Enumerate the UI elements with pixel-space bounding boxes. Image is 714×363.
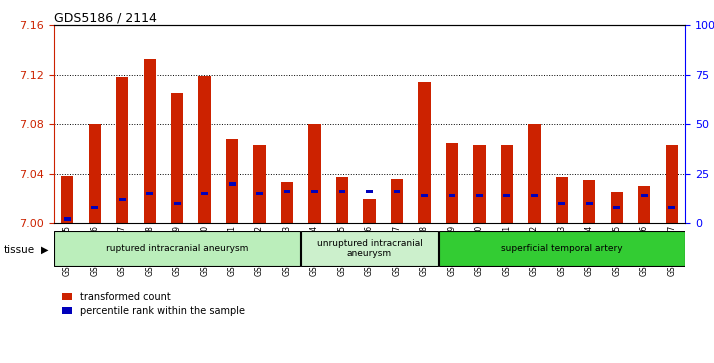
Bar: [256, 192, 263, 195]
Bar: [610, 192, 623, 223]
Bar: [281, 183, 293, 223]
Bar: [558, 201, 565, 205]
Bar: [393, 190, 401, 193]
Bar: [473, 145, 486, 223]
Bar: [91, 205, 98, 209]
Text: unruptured intracranial
aneurysm: unruptured intracranial aneurysm: [316, 239, 423, 258]
Bar: [613, 205, 620, 209]
Bar: [418, 82, 431, 223]
Bar: [363, 199, 376, 223]
Bar: [201, 192, 208, 195]
Text: tissue: tissue: [4, 245, 35, 255]
Bar: [638, 186, 650, 223]
Bar: [198, 76, 211, 223]
Bar: [476, 194, 483, 197]
Bar: [116, 77, 129, 223]
Bar: [144, 59, 156, 223]
Bar: [531, 194, 538, 197]
Bar: [583, 180, 595, 223]
Bar: [338, 190, 346, 193]
FancyBboxPatch shape: [54, 231, 301, 266]
Text: GDS5186 / 2114: GDS5186 / 2114: [54, 11, 156, 24]
Bar: [336, 178, 348, 223]
Bar: [89, 125, 101, 223]
Bar: [228, 182, 236, 185]
Bar: [528, 125, 540, 223]
Bar: [146, 192, 153, 195]
Bar: [61, 176, 74, 223]
Bar: [174, 201, 181, 205]
Bar: [308, 125, 321, 223]
Bar: [171, 93, 183, 223]
Bar: [503, 194, 511, 197]
Text: ruptured intracranial aneurysm: ruptured intracranial aneurysm: [106, 244, 248, 253]
Bar: [421, 194, 428, 197]
FancyBboxPatch shape: [301, 231, 438, 266]
Bar: [391, 179, 403, 223]
Bar: [64, 217, 71, 221]
Bar: [226, 139, 238, 223]
Bar: [641, 194, 648, 197]
Text: superficial temporal artery: superficial temporal artery: [501, 244, 623, 253]
Legend: transformed count, percentile rank within the sample: transformed count, percentile rank withi…: [59, 288, 248, 320]
Bar: [665, 145, 678, 223]
Bar: [119, 197, 126, 201]
Bar: [448, 194, 456, 197]
Text: ▶: ▶: [41, 245, 49, 255]
Bar: [586, 201, 593, 205]
FancyBboxPatch shape: [438, 231, 685, 266]
Bar: [501, 145, 513, 223]
Bar: [555, 178, 568, 223]
Bar: [253, 145, 266, 223]
Bar: [283, 190, 291, 193]
Bar: [668, 205, 675, 209]
Bar: [366, 190, 373, 193]
Bar: [311, 190, 318, 193]
Bar: [446, 143, 458, 223]
